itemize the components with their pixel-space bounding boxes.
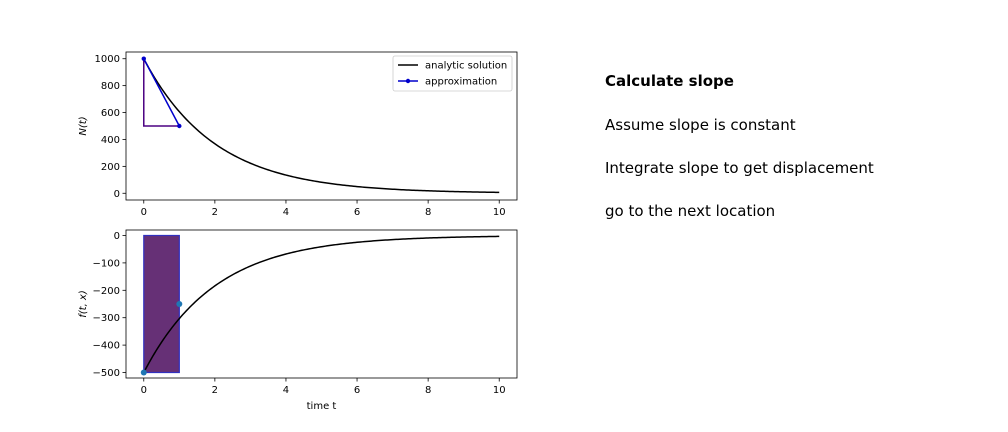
- y-tick-label: 600: [101, 108, 120, 119]
- top-axes: 0 2 4 6 8 10 0 200 400 600 800 1000 N(t) analytic sol…: [78, 51, 518, 218]
- x-tick-label: 10: [493, 207, 506, 218]
- notes-line-1: Assume slope is constant: [605, 116, 796, 134]
- y-tick-label: 0: [114, 189, 120, 200]
- x-tick-label: 8: [425, 207, 431, 218]
- y-tick-label: 800: [101, 81, 120, 92]
- series-line-0: [143, 235, 500, 373]
- bottom-axes: 0 2 4 6 8 10 0 −100 −200 −300 −400 −500 f(t, x) time …: [78, 229, 518, 412]
- y-tick-label: 1000: [95, 54, 120, 65]
- series-line-1: [143, 58, 180, 127]
- series-point: [141, 56, 146, 61]
- x-tick-label: 6: [354, 385, 360, 396]
- y-axis-label: N(t): [78, 116, 89, 135]
- y-axis-label: f(t, x): [78, 290, 89, 318]
- x-tick-label: 0: [141, 385, 147, 396]
- notes-line-2: Integrate slope to get displacement: [605, 159, 874, 177]
- slope-triangle: [143, 58, 180, 127]
- series-point: [176, 301, 183, 307]
- series-point: [177, 123, 182, 129]
- y-tick-label: 0: [114, 231, 120, 242]
- y-tick-label: 200: [101, 162, 120, 173]
- axes-frame: [125, 51, 518, 201]
- series-line-0: [143, 58, 500, 194]
- x-axis-label: time t: [307, 401, 337, 412]
- legend-entry: approximation: [425, 77, 497, 88]
- x-tick-label: 8: [425, 385, 431, 396]
- y-tick-label: −100: [93, 258, 120, 269]
- legend-box: [392, 55, 513, 92]
- x-tick-label: 0: [141, 207, 147, 218]
- y-tick-label: −300: [93, 313, 120, 324]
- series-point: [140, 369, 147, 376]
- notes-title: Calculate slope: [605, 72, 734, 90]
- y-tick-label: −200: [93, 286, 120, 297]
- integral-rectangle: [143, 234, 180, 374]
- x-tick-label: 2: [212, 207, 218, 218]
- y-tick-label: 400: [101, 135, 120, 146]
- x-tick-label: 10: [493, 385, 506, 396]
- axes-frame: [125, 229, 518, 379]
- y-tick-label: −400: [93, 341, 120, 352]
- x-tick-label: 4: [283, 385, 289, 396]
- x-tick-label: 4: [283, 207, 289, 218]
- y-tick-label: −500: [93, 368, 120, 379]
- x-tick-label: 2: [212, 385, 218, 396]
- notes-line-3: go to the next location: [605, 202, 776, 220]
- x-tick-label: 6: [354, 207, 360, 218]
- legend-marker: [405, 78, 411, 84]
- legend-entry: analytic solution: [425, 61, 507, 72]
